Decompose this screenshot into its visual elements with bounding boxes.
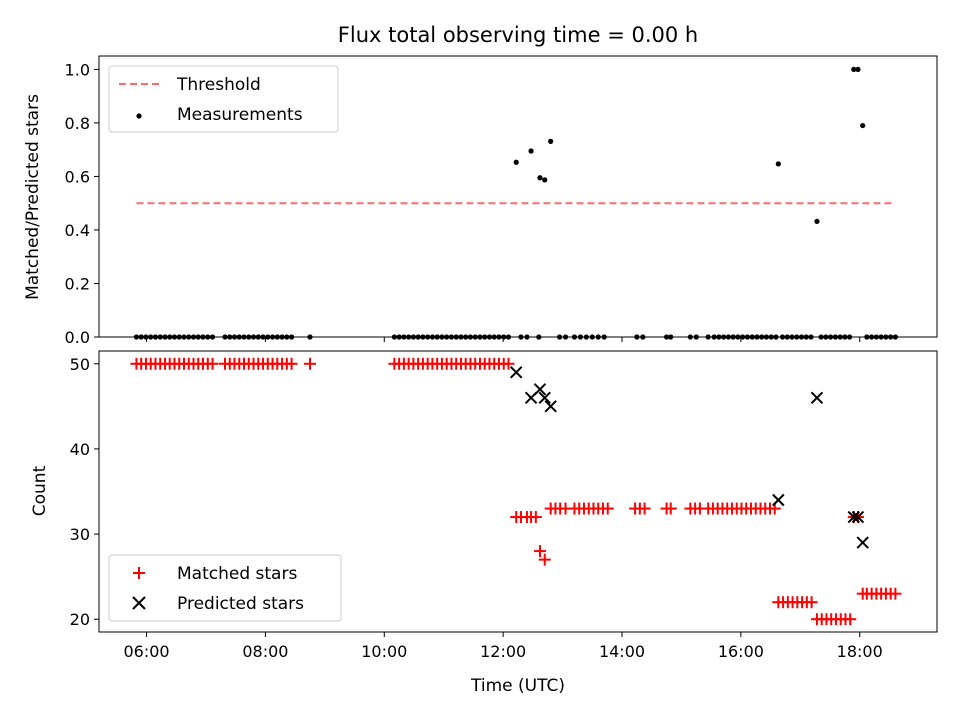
measurement-point (860, 122, 866, 129)
count-plot-area (130, 357, 902, 626)
matched-star-point (664, 502, 677, 515)
count-axes-frame (98, 350, 938, 633)
threshold-legend-label: Threshold (176, 75, 261, 95)
matched-star-point (844, 613, 857, 626)
measurement-point (814, 218, 820, 224)
predicted-stars-legend-swatch (132, 596, 146, 610)
matched-star-point (533, 545, 546, 558)
matched-star-point (285, 357, 298, 370)
measurements-legend-label: Measurements (177, 105, 303, 125)
count-y-tick-label: 40 (70, 440, 90, 459)
matched-star-point (529, 511, 542, 524)
count-x-tick-label: 18:00 (837, 642, 883, 661)
chart-title: Flux total observing time = 0.00 h (338, 23, 698, 47)
predicted-star-point (856, 536, 869, 549)
predicted-star-point (810, 391, 824, 405)
count-legend: Matched stars Predicted stars (108, 554, 342, 622)
count-y-tick-label: 30 (70, 525, 90, 544)
measurement-point (542, 177, 548, 183)
measurement-point (855, 66, 861, 72)
matched-star-point (805, 596, 818, 609)
matched-star-point (889, 587, 902, 600)
ratio-y-tick-label: 0.4 (65, 221, 90, 240)
measurements-legend-swatch (136, 113, 142, 119)
matched-star-point (206, 357, 219, 370)
ratio-y-tick-label: 0.0 (65, 328, 90, 347)
count-y-tick-label: 50 (70, 355, 90, 374)
count-x-tick-label: 10:00 (361, 642, 407, 661)
ratio-y-axis-label: Matched/Predicted stars (23, 94, 43, 300)
ratio-y-tick-label: 0.2 (65, 274, 90, 293)
ratio-axes-frame (98, 55, 938, 338)
count-x-tick-label: 06:00 (123, 642, 169, 661)
ratio-panel: 0.0 0.2 0.4 0.6 0.8 1.0 Matched/Predicted sta… (23, 55, 938, 347)
measurement-point (537, 175, 543, 181)
predicted-star-point (544, 400, 557, 413)
predicted-star-point (847, 510, 861, 524)
measurement-point (775, 161, 781, 167)
measurement-point (851, 66, 857, 72)
count-y-tick-label: 20 (70, 610, 90, 629)
count-x-tick-label: 08:00 (242, 642, 288, 661)
ratio-x-ticks (146, 337, 861, 342)
matched-stars-legend-label: Matched stars (177, 564, 297, 584)
matched-star-point (303, 357, 316, 370)
x-axis-label: Time (UTC) (470, 676, 565, 696)
ratio-y-ticks: 0.0 0.2 0.4 0.6 0.8 1.0 (65, 60, 99, 347)
count-x-tick-label: 16:00 (718, 642, 764, 661)
matched-stars-legend-swatch (133, 567, 145, 579)
count-x-ticks: 06:00 08:00 10:00 12:00 14:00 16:00 18:00 (123, 632, 883, 661)
predicted-star-point (851, 510, 865, 524)
measurement-point (548, 138, 554, 144)
matched-star-point (538, 553, 551, 566)
count-x-tick-label: 12:00 (480, 642, 526, 661)
ratio-y-tick-label: 0.8 (65, 114, 90, 133)
matched-star-point (502, 357, 515, 370)
predicted-stars-legend-label: Predicted stars (177, 594, 304, 614)
count-legend-box (108, 554, 342, 622)
predicted-star-point (538, 391, 551, 405)
predicted-star-point (510, 366, 523, 379)
count-y-ticks: 20 30 40 50 (70, 355, 99, 629)
count-y-axis-label: Count (30, 465, 50, 516)
measurement-point (528, 148, 534, 154)
matched-star-point (601, 502, 614, 515)
predicted-star-point (772, 493, 785, 507)
matched-star-point (638, 502, 651, 515)
count-x-tick-label: 14:00 (599, 642, 645, 661)
predicted-star-point (533, 383, 547, 396)
count-panel: 20 30 40 50 06:00 08:00 10:00 12:00 14:00 16:00 1… (30, 350, 938, 696)
measurement-point (513, 159, 519, 165)
ratio-legend-box (108, 65, 339, 133)
ratio-y-tick-label: 1.0 (65, 60, 90, 79)
ratio-y-tick-label: 0.6 (65, 167, 90, 186)
ratio-legend: Threshold Measurements (108, 65, 339, 133)
